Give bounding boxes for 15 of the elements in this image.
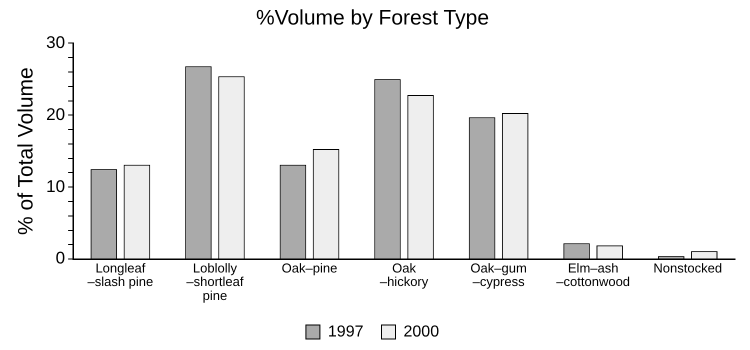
x-tick-label: Oak–gum –cypress [470,260,527,290]
x-tick-label: Elm–ash –cottonwood [556,260,630,290]
x-tick-label: Oak–pine [282,260,338,276]
x-tick-label: Loblolly –shortleaf pine [186,260,244,303]
y-tick-label: 10 [46,176,66,196]
legend-label: 1997 [328,323,364,340]
y-tick-label: 30 [46,32,66,52]
x-tick-label: Nonstocked [653,260,722,276]
x-tick-label: Longleaf –slash pine [87,260,154,290]
chart-title: %Volume by Forest Type [256,6,490,30]
legend-label: 2000 [404,323,440,340]
y-tick-label: 20 [46,104,66,124]
y-axis-title: % of Total Volume [14,67,38,235]
y-tick-label: 0 [56,248,66,268]
x-tick-label: Oak –hickory [380,260,429,290]
